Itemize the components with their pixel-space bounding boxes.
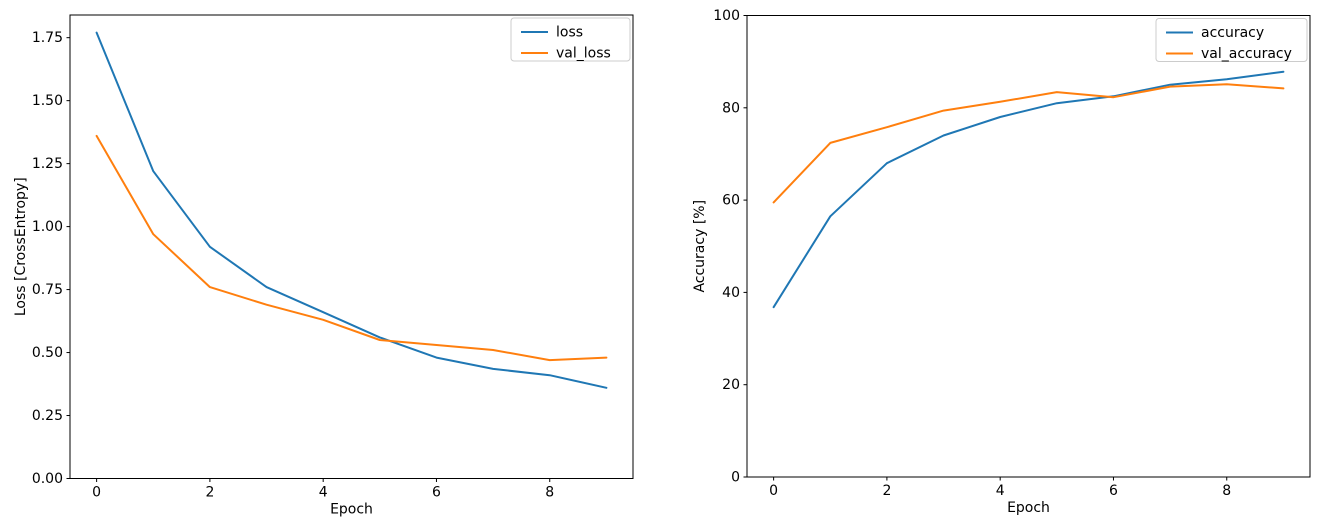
y-tick-label: 0.50 xyxy=(32,345,63,361)
x-tick-label: 2 xyxy=(205,485,214,501)
y-tick-label: 80 xyxy=(722,100,740,116)
legend-label-loss: loss xyxy=(556,25,583,41)
y-tick-label: 0.75 xyxy=(32,282,63,298)
line-accuracy xyxy=(772,70,1285,309)
x-tick-label: 8 xyxy=(545,485,554,501)
x-tick-label: 6 xyxy=(1109,483,1118,499)
legend-label-val_accuracy: val_accuracy xyxy=(1201,46,1292,62)
y-axis-label: Loss [CrossEntropy] xyxy=(13,177,29,316)
x-tick-label: 2 xyxy=(882,483,891,499)
legend-label-val_loss: val_loss xyxy=(556,46,611,62)
plot-border xyxy=(69,14,634,479)
y-tick-label: 60 xyxy=(722,193,740,209)
x-axis-label: Epoch xyxy=(1007,500,1050,516)
y-tick-label: 1.25 xyxy=(32,156,63,172)
x-axis-ticks: 0 2 4 6 8 xyxy=(769,477,1231,499)
loss-chart-svg: 0 2 4 6 8 0.00 0.25 0.50 0.75 1.00 1.25 1.50 1.75 Epo… xyxy=(13,14,634,518)
x-tick-label: 4 xyxy=(996,483,1005,499)
x-tick-label: 6 xyxy=(432,485,441,501)
y-tick-label: 100 xyxy=(713,8,740,24)
x-axis-label: Epoch xyxy=(330,502,373,518)
y-axis-label: Accuracy [%] xyxy=(692,200,708,293)
legend-box xyxy=(1155,18,1308,62)
accuracy-chart: 0 2 4 6 8 0 20 40 60 80 100 Epoch Accuracy [%] accura… xyxy=(660,0,1320,530)
loss-chart: 0 2 4 6 8 0.00 0.25 0.50 0.75 1.00 1.25 1.50 1.75 Epo… xyxy=(13,14,634,518)
line-val_accuracy xyxy=(772,83,1285,204)
y-tick-label: 20 xyxy=(722,377,740,393)
x-tick-label: 8 xyxy=(1222,483,1231,499)
y-axis-ticks: 0.00 0.25 0.50 0.75 1.00 1.25 1.50 1.75 xyxy=(32,30,70,487)
legend: loss val_loss xyxy=(510,17,631,62)
y-tick-label: 1.00 xyxy=(32,219,63,235)
y-tick-label: 0.00 xyxy=(32,471,63,487)
y-axis-ticks: 0 20 40 60 80 100 xyxy=(713,8,747,486)
y-tick-label: 1.75 xyxy=(32,30,63,46)
x-tick-label: 4 xyxy=(319,485,328,501)
plot-border xyxy=(746,15,1311,478)
legend: accuracy val_accuracy xyxy=(1155,18,1308,62)
x-tick-label: 0 xyxy=(769,483,778,499)
line-val_loss xyxy=(95,134,608,362)
y-tick-label: 0.25 xyxy=(32,408,63,424)
line-loss xyxy=(95,31,608,389)
legend-box xyxy=(510,17,631,62)
y-tick-label: 1.50 xyxy=(32,93,63,109)
y-tick-label: 0 xyxy=(731,470,740,486)
x-axis-ticks: 0 2 4 6 8 xyxy=(92,478,554,501)
legend-label-accuracy: accuracy xyxy=(1201,25,1264,41)
x-tick-label: 0 xyxy=(92,485,101,501)
y-tick-label: 40 xyxy=(722,285,740,301)
